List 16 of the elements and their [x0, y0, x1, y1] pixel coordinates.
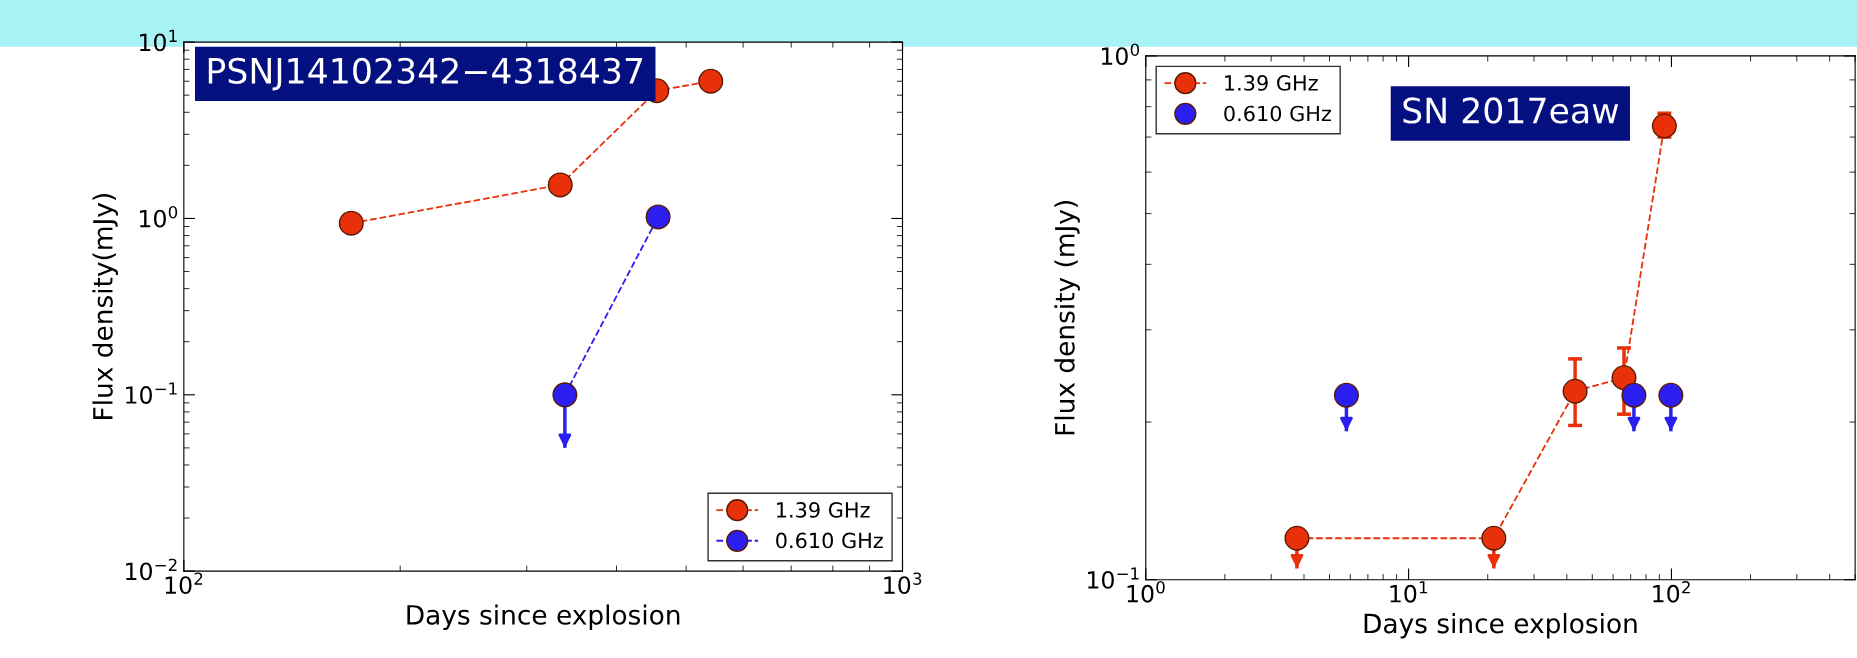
annotation: PSNJ14102342−4318437 — [208, 57, 643, 91]
annotation: SN 2017eaw — [1403, 97, 1619, 124]
legend-label: 1.39 GHz — [1225, 75, 1318, 91]
legend-label: 0.610 GHz — [776, 532, 883, 549]
x-tick-label: 10$^{1}$ — [1390, 581, 1428, 603]
y-tick-label: 10$^{0}$ — [140, 205, 178, 228]
y-tick-label: 10$^{1}$ — [140, 29, 177, 52]
x-tick-label: 10$^{2}$ — [1653, 581, 1690, 603]
y-axis-title: Flux density(mJy) — [92, 194, 118, 419]
y-axis-title: Flux density (mJy) — [1054, 201, 1080, 435]
x-tick-label: 10$^{3}$ — [884, 572, 922, 595]
x-axis-title: Days since explosion — [407, 604, 680, 630]
legend-label: 0.610 GHz — [1224, 105, 1331, 122]
y-tick-label: 10$^{−1}$ — [126, 382, 177, 404]
x-axis-title: Days since explosion — [1364, 612, 1637, 639]
legend-label: 1.39 GHz — [777, 502, 870, 518]
